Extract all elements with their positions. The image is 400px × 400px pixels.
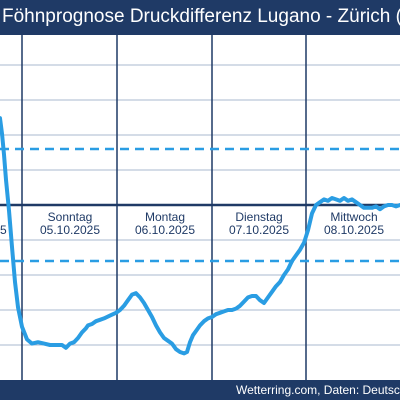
source-bar: Wetterring.com, Daten: Deutsc xyxy=(0,380,400,400)
day-weekday-label: Mittwoch xyxy=(330,210,377,224)
series-line xyxy=(0,116,400,356)
source-text: Wetterring.com, Daten: Deutsc xyxy=(236,383,400,397)
day-date-label: 07.10.2025 xyxy=(229,223,289,237)
chart-title-bar: Föhnprognose Druckdifferenz Lugano - Zür… xyxy=(0,0,400,35)
chart-title: Föhnprognose Druckdifferenz Lugano - Zür… xyxy=(2,6,400,27)
day-weekday-label: Dienstag xyxy=(235,210,282,224)
day-date-label: 06.10.2025 xyxy=(135,223,195,237)
day-weekday-label: Sonntag xyxy=(48,210,93,224)
day-date-label: 05.10.2025 xyxy=(40,223,100,237)
partial-day-label: 5 xyxy=(0,223,7,237)
day-weekday-label: Montag xyxy=(145,210,185,224)
day-date-label: 08.10.2025 xyxy=(324,223,384,237)
